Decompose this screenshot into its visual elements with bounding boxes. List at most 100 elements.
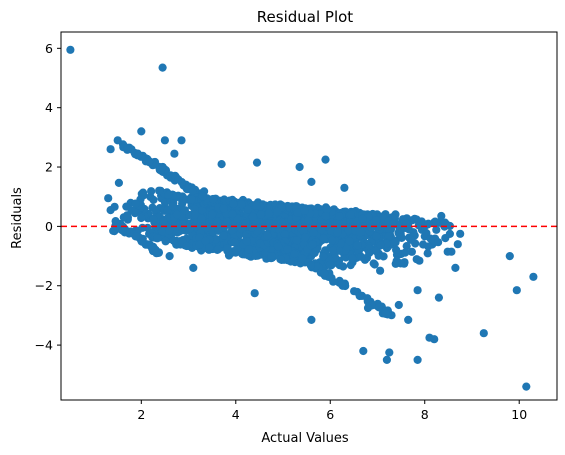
data-point <box>307 177 316 186</box>
data-point <box>407 247 416 256</box>
data-point <box>252 201 261 210</box>
y-tick-label: −4 <box>35 338 53 353</box>
data-point <box>336 239 345 248</box>
data-point <box>265 219 274 228</box>
data-point <box>391 238 400 247</box>
data-point <box>319 252 328 261</box>
data-point <box>290 249 299 259</box>
data-point <box>394 300 403 310</box>
data-point <box>267 251 276 260</box>
data-point <box>320 269 329 278</box>
data-point <box>114 178 123 187</box>
data-point <box>344 226 353 235</box>
data-point <box>410 214 419 223</box>
data-point <box>413 355 422 364</box>
data-point <box>138 223 147 232</box>
data-point <box>223 217 232 226</box>
data-point <box>355 291 364 301</box>
data-point <box>122 202 131 211</box>
data-point <box>353 241 362 250</box>
data-point <box>323 205 332 214</box>
data-point <box>198 192 207 201</box>
data-point <box>189 263 198 272</box>
x-tick-label: 8 <box>421 407 429 422</box>
data-point <box>169 236 178 245</box>
data-point <box>339 262 348 271</box>
data-point <box>479 329 488 338</box>
data-point <box>165 252 174 261</box>
data-point <box>376 266 385 275</box>
data-point <box>205 243 214 252</box>
data-point <box>152 249 161 258</box>
data-point <box>384 232 393 241</box>
data-point <box>505 252 514 261</box>
data-point <box>159 217 168 226</box>
data-point <box>149 215 158 224</box>
data-point <box>327 227 336 236</box>
data-point <box>211 235 220 244</box>
data-point <box>188 186 197 195</box>
data-point <box>329 277 338 286</box>
data-point <box>385 348 394 357</box>
data-point <box>265 209 274 218</box>
data-point <box>118 226 127 235</box>
data-point <box>228 209 237 219</box>
y-tick-label: 2 <box>45 160 53 175</box>
data-point <box>437 211 446 221</box>
data-point <box>196 221 205 230</box>
data-point <box>335 212 344 221</box>
data-point <box>172 210 182 219</box>
data-point <box>219 231 228 240</box>
data-point <box>346 261 355 270</box>
data-point <box>177 136 186 145</box>
data-point <box>325 260 335 270</box>
data-point <box>168 202 177 211</box>
data-point <box>445 229 454 238</box>
data-point <box>241 219 250 228</box>
data-point <box>321 212 330 221</box>
data-point <box>340 183 349 192</box>
x-tick-label: 4 <box>232 407 240 422</box>
data-point <box>244 245 254 254</box>
data-point <box>512 286 521 295</box>
y-tick-label: 4 <box>45 100 53 115</box>
data-point <box>201 236 210 246</box>
data-point <box>345 237 354 246</box>
data-point <box>237 200 246 209</box>
data-point <box>123 211 132 220</box>
data-point <box>263 231 272 240</box>
data-point <box>308 240 317 249</box>
data-point <box>529 272 538 281</box>
data-point <box>328 246 337 255</box>
data-point <box>214 245 223 254</box>
data-point <box>363 303 373 313</box>
data-point <box>131 232 140 241</box>
data-point <box>432 225 441 234</box>
data-point <box>187 195 196 204</box>
data-point <box>256 210 265 219</box>
x-tick-label: 6 <box>326 407 334 422</box>
data-point <box>165 226 174 235</box>
data-point <box>131 199 140 208</box>
data-point <box>134 150 143 159</box>
data-point <box>293 208 302 217</box>
data-point <box>456 229 465 238</box>
data-point <box>123 145 132 154</box>
data-point <box>300 206 309 215</box>
data-point <box>242 237 251 246</box>
data-point <box>369 259 378 268</box>
data-point <box>413 286 422 295</box>
data-point <box>280 230 289 239</box>
data-point <box>401 248 410 257</box>
x-tick-label: 10 <box>511 407 527 422</box>
data-point <box>372 232 381 241</box>
data-point <box>66 45 75 54</box>
data-point <box>423 249 432 258</box>
data-point <box>137 127 146 136</box>
data-point <box>197 214 206 223</box>
data-point <box>424 242 433 251</box>
data-point <box>522 382 531 391</box>
data-point <box>402 242 411 251</box>
data-point <box>307 315 316 324</box>
